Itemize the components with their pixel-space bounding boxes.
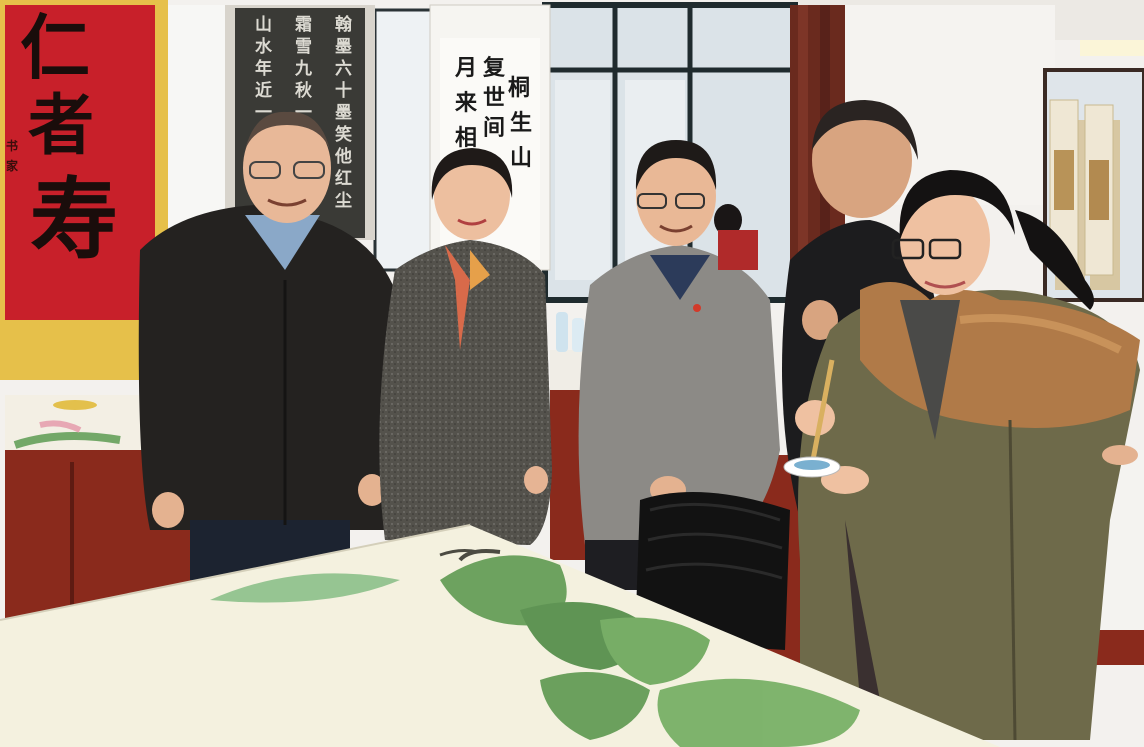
banner-char-3: 寿 [30,167,118,271]
banner-char-1: 仁 [20,6,90,89]
painting-table [0,524,1000,747]
svg-text:十: 十 [335,80,352,101]
svg-text:雪: 雪 [295,37,312,57]
svg-text:墨: 墨 [335,103,352,123]
svg-text:尘: 尘 [335,191,352,211]
scroll-light-col3-1: 来 [454,90,478,116]
svg-text:九: 九 [294,59,312,79]
svg-text:近: 近 [255,80,272,101]
lotus-leaves [210,549,860,747]
person-background [714,204,758,270]
water-bottle [556,312,568,352]
scroll-light-col3-2: 相 [455,125,477,151]
banner-small-2: 家 [6,158,19,173]
person-young-woman [783,170,1140,741]
scroll-light-col2-1: 世 [483,85,505,111]
banner-char-2: 者 [28,86,94,164]
scroll-light-col3-0: 月 [454,55,477,81]
calligraphy-scroll-dark: 翰 墨 六 十 墨 笑 他 红 尘 霜 雪 九 秋 一 回 首 山 水 年 近 … [225,5,375,240]
svg-text:山: 山 [255,15,272,35]
brush-icon [809,359,835,466]
banner-small-1: 书 [6,138,18,153]
person-man-grey-coat [578,140,780,590]
scroll-light-col1-2: 山 [510,145,532,171]
svg-text:笑: 笑 [335,124,352,145]
svg-text:年: 年 [255,58,272,79]
svg-text:秋: 秋 [295,80,313,101]
window-left-2 [373,8,437,272]
svg-text:红: 红 [335,168,352,189]
svg-text:翰: 翰 [335,14,352,35]
ceiling-light [1080,40,1144,56]
svg-text:墨: 墨 [335,37,352,57]
scroll-dark-col3: 山 水 年 近 一 [255,15,273,123]
svg-text:六: 六 [335,58,352,79]
person-woman-center [379,148,552,545]
svg-text:水: 水 [255,36,273,57]
svg-text:霜: 霜 [294,15,312,35]
hand-right-edge [1102,445,1138,465]
scroll-light-col2-0: 复 [482,55,506,81]
svg-text:他: 他 [334,146,352,167]
scroll-light-col1-0: 桐 [508,75,530,101]
scroll-light-col2-2: 间 [483,115,505,141]
scroll-dark-col1: 翰 墨 六 十 墨 笑 他 红 尘 [334,14,352,211]
scroll-light-col1-1: 生 [510,110,532,136]
